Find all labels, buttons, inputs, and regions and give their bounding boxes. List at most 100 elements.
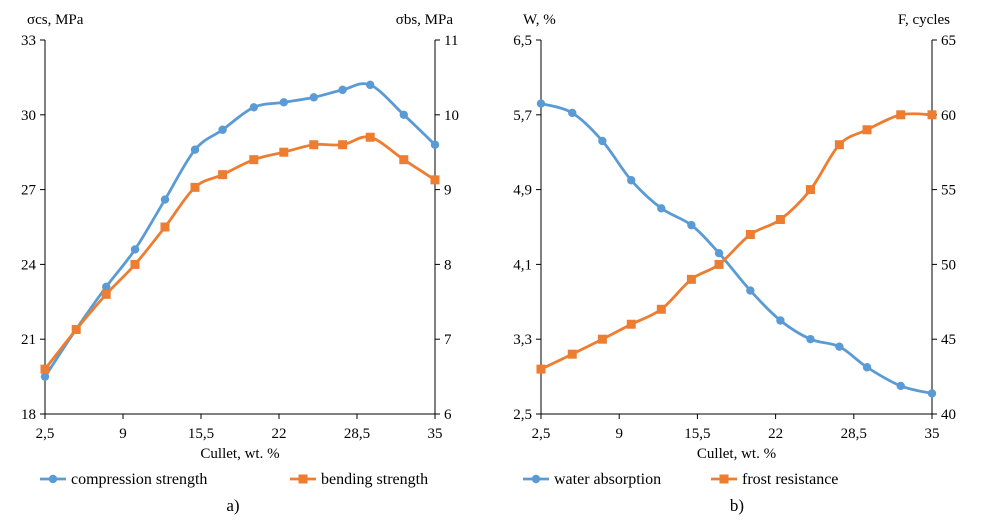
panel-b-y-left-tick-label: 5,7: [513, 108, 532, 124]
panel-a-series-bending-strength-point: [130, 259, 140, 269]
panel-a-x-tick-label: 35: [428, 426, 443, 442]
panel-a-series-bending-strength-point: [160, 222, 170, 232]
panel-a-y-right-label: σbs, MPa: [396, 12, 454, 28]
panel-a-series-compression-strength-point: [366, 80, 375, 90]
panel-a-series-bending-strength-point: [279, 147, 289, 157]
panel-b-y-left-tick-label: 4,9: [513, 183, 532, 199]
panel-b-series-water-absorption-point: [687, 220, 696, 230]
panel-a-series-compression-strength-point: [430, 140, 440, 149]
panel-b-series-water-absorption-point: [927, 389, 937, 398]
panel-a-x-tick-label: 15,5: [188, 426, 214, 442]
panel-a-series-bending-strength-point: [365, 132, 375, 142]
panel-b-series-frost-resistance-line: [540, 112, 933, 371]
panel-a-y-left-tick-label: 24: [21, 257, 37, 273]
panel-a-series-bending-strength-point: [309, 140, 319, 150]
panel-a-series-bending-strength-point: [40, 364, 50, 374]
panel-b-series-frost-resistance-point: [927, 110, 937, 120]
panel-b-y-right-label: F, cycles: [898, 12, 950, 28]
panel-a-series-bending-strength-line: [43, 135, 436, 370]
panel-b-series-frost-resistance-point: [597, 334, 607, 344]
panel-b-series-frost-resistance-point: [834, 140, 844, 150]
panel-a-series-bending-strength-point: [249, 155, 259, 165]
panel-a-series-bending-strength-point: [101, 289, 111, 299]
panel-a-series-bending-strength-point: [430, 175, 440, 185]
panel-a-y-right-tick-label: 6: [444, 407, 452, 423]
panel-b-series-frost-resistance-point: [775, 215, 785, 225]
panel-b-series-water-absorption-point: [598, 136, 607, 146]
panel-a-series-bending-strength-point: [190, 182, 200, 192]
panel-a-y-left-label: σcs, MPa: [27, 12, 84, 28]
panel-b-x-tick-label: 9: [615, 426, 623, 442]
panel-a-series-bending-strength-point: [399, 155, 409, 165]
panel-a-series-compression-strength-point: [249, 103, 258, 112]
panel-b-y-right-tick-label: 45: [941, 332, 956, 348]
panel-b-x-tick-label: 22: [768, 426, 783, 442]
panel-a-caption: a): [226, 496, 239, 515]
panel-a-y-left-tick-label: 27: [21, 183, 37, 199]
panel-a-y-left-tick-label: 18: [21, 407, 36, 423]
panel-b-y-right-tick-label: 60: [941, 108, 956, 124]
panel-b-y-left-tick-label: 3,3: [513, 332, 532, 348]
panel-a-y-left-tick-label: 30: [21, 108, 36, 124]
panel-b-x-label: Cullet, wt. %: [697, 446, 776, 462]
panel-a-x-tick-label: 2,5: [36, 426, 55, 442]
panel-b-series-frost-resistance-point: [745, 229, 755, 239]
panel-a-x-tick-label: 22: [272, 426, 287, 442]
panel-a-series-bending-strength-point: [71, 324, 81, 334]
panel-b-series-frost-resistance-point: [862, 125, 872, 135]
panel-b-x-tick-label: 35: [925, 426, 940, 442]
panel-a-series-compression-strength-point: [102, 282, 111, 292]
panel-b-series-water-absorption-point: [568, 108, 577, 118]
panel-a-y-right-tick-label: 11: [444, 33, 458, 49]
panel-b-y-right-tick-label: 65: [941, 33, 956, 49]
panel-a-series-compression-strength-point: [190, 145, 200, 154]
panel-b-series-water-absorption-point: [776, 316, 785, 325]
panel-a-series-compression-strength-line: [43, 82, 436, 378]
panel-b-series-frost-resistance-point: [536, 364, 546, 374]
panel-b-series-frost-resistance-point: [805, 185, 815, 195]
panel-a-series-compression-strength-point: [279, 98, 288, 107]
panel-a-series-compression-strength-point: [40, 372, 50, 381]
panel-a-y-right-tick-label: 10: [444, 108, 459, 124]
panel-a-y-right-tick-label: 7: [444, 332, 452, 348]
panel-a-series-bending-strength-legend-marker: [298, 474, 308, 484]
panel-b-series-water-absorption-point: [627, 176, 636, 185]
panel-a-series-bending-strength-point: [338, 140, 348, 150]
panel-b-series-water-absorption-point: [806, 335, 815, 344]
panel-b-series-frost-resistance-point: [714, 259, 724, 269]
panel-a-series-compression-strength-point: [218, 125, 227, 134]
panel-b-series-water-absorption-point: [657, 204, 666, 213]
panel-a-y-left-tick-label: 21: [21, 332, 36, 348]
panel-b-y-left-tick-label: 4,1: [513, 257, 532, 273]
panel-a-series-compression-strength-point: [338, 85, 347, 95]
panel-b-series-frost-resistance-point: [896, 110, 906, 120]
panel-a-y-left-tick-label: 33: [21, 33, 36, 49]
panel-a-series-compression-strength-point: [399, 110, 408, 120]
panel-b-series-water-absorption-point: [746, 286, 755, 295]
panel-b-series-water-absorption-point: [714, 248, 724, 258]
panel-b-y-right-tick-label: 55: [941, 183, 956, 199]
panel-b-series-frost-resistance-legend-marker: [719, 474, 729, 484]
panel-a-x-tick-label: 9: [119, 426, 127, 442]
panel-a-series-bending-strength-legend-label: bending strength: [321, 471, 428, 488]
panel-b-series-frost-resistance-point: [686, 274, 696, 284]
panel-b-series-water-absorption-point: [835, 342, 844, 351]
panel-a-x-label: Cullet, wt. %: [200, 446, 279, 462]
panel-b-y-right-tick-label: 50: [941, 257, 956, 273]
panel-a-y-right-tick-label: 8: [444, 257, 452, 273]
panel-b-series-water-absorption-point: [896, 381, 905, 391]
panel-b-series-frost-resistance-point: [656, 304, 666, 314]
panel-b-x-tick-label: 28,5: [841, 426, 867, 442]
panel-b-x-tick-label: 2,5: [532, 426, 551, 442]
panel-b-x-tick-label: 15,5: [684, 426, 710, 442]
panel-a-series-compression-strength-point: [130, 245, 140, 254]
panel-b-series-frost-resistance-legend-label: frost resistance: [742, 471, 838, 488]
panel-a-series-compression-strength-legend-label: compression strength: [71, 471, 207, 488]
panel-b-y-left-tick-label: 6,5: [513, 33, 532, 49]
panel-a-series-bending-strength-point: [218, 170, 228, 180]
panel-b-y-right-tick-label: 40: [941, 407, 956, 423]
panel-b-series-water-absorption-legend-marker: [531, 474, 541, 484]
panel-b-series-frost-resistance-point: [567, 349, 577, 359]
panel-a-y-right-tick-label: 9: [444, 183, 452, 199]
